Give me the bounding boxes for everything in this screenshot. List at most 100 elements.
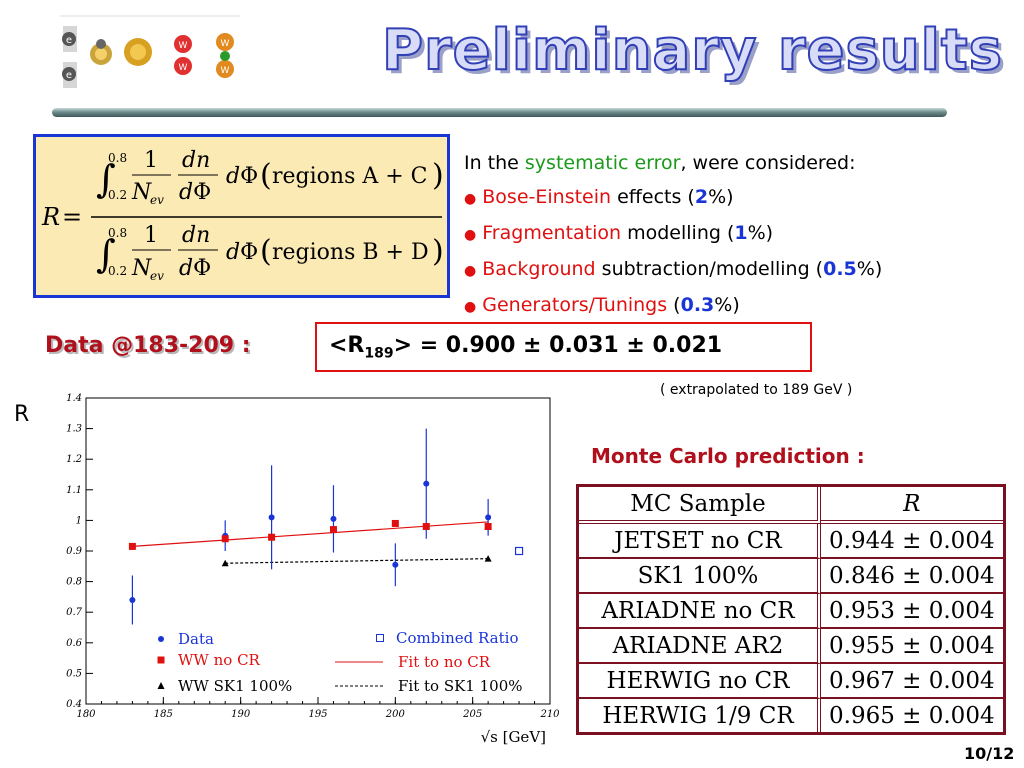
data-point [128,542,136,550]
ratio-formula: R = ∫ 0.8 0.2 1 N ev dn dΦ dΦ ( regions … [33,134,450,298]
svg-text:∫: ∫ [96,232,116,276]
x-axis-label: √s [GeV] [481,728,546,746]
legend-marker [376,634,384,642]
legend-entry: WW SK1 100% [178,677,292,695]
x-tick-label: 190 [231,709,251,720]
legend-marker [158,636,164,642]
data-point [330,515,337,522]
x-tick-label: 185 [154,709,173,720]
legend-entry: Fit to SK1 100% [398,677,523,695]
svg-text:dn: dn [182,223,210,248]
mc-table: MC Sample R JETSET no CR 0.944 ± 0.004 SK… [576,484,1006,735]
svg-text:e: e [66,70,72,81]
svg-text:∫: ∫ [96,157,116,201]
data-point [514,546,524,556]
burst-icon [124,38,152,66]
x-tick-label: 200 [385,709,406,720]
data-point [392,561,399,568]
y-axis-label: R [14,402,30,427]
legend-entry: WW no CR [178,651,261,669]
svg-text:): ) [432,158,444,193]
ww-event-logo: e e W W W W [55,14,240,94]
lower-limit: 0.2 [108,188,127,202]
data-point [129,596,136,603]
table-row: ARIADNE AR2 0.955 ± 0.004 [579,629,1003,664]
list-item: ● Generators/Tunings (0.3%) [464,294,740,316]
x-tick-label: 180 [76,709,96,720]
table-row: SK1 100% 0.846 ± 0.004 [579,559,1003,594]
svg-text:): ) [432,234,444,269]
data-point [268,533,276,541]
systematics-intro: In the systematic error, were considered… [464,152,856,174]
svg-text:dΦ: dΦ [226,240,258,265]
svg-text:dΦ: dΦ [179,256,211,281]
table-row: ARIADNE no CR 0.953 ± 0.004 [579,594,1003,629]
y-tick-label: 1 [76,515,82,526]
bullet-icon: ● [464,263,477,279]
svg-text:(: ( [260,158,272,193]
column-header: MC Sample [579,487,821,524]
upper-limit: 0.8 [108,226,127,240]
data-point [221,559,229,567]
x-tick-label: 205 [462,709,482,720]
legend-entry: Fit to no CR [398,653,491,671]
svg-text:N: N [131,180,152,205]
svg-text:W: W [179,41,188,51]
bullet-icon: ● [464,191,477,207]
systematic-error-term: systematic error [524,152,681,174]
mc-title: Monte Carlo prediction : [591,444,865,468]
w-boson-icon: W W W W [174,33,234,78]
x-tick-label: 195 [308,709,327,720]
data-point [329,526,337,534]
data-point [485,514,492,521]
formula-lhs: R [41,203,60,231]
legend-entry: Data [178,630,214,648]
x-tick-label: 210 [539,709,560,720]
list-item: ● Background subtraction/modelling (0.5%… [464,258,883,280]
result-box: <R189> = 0.900 ± 0.031 ± 0.021 [315,322,812,372]
fit-line [132,521,489,548]
y-tick-label: 0.7 [66,607,83,618]
legend-marker [157,656,165,664]
table-row: HERWIG no CR 0.967 ± 0.004 [579,664,1003,699]
svg-text:W: W [179,63,188,73]
electron-icon: e e [62,26,77,88]
data-point [391,519,399,527]
svg-text:e: e [66,35,72,46]
data-point [423,480,430,487]
svg-text:=: = [62,203,82,231]
data-point [484,555,492,562]
title-divider [52,108,947,117]
svg-text:N: N [131,256,152,281]
svg-text:1: 1 [144,223,158,248]
data-point [268,514,275,521]
y-tick-label: 1.1 [66,485,82,496]
data-point [422,523,430,531]
denominator-region: regions B + D [272,240,429,265]
svg-text:1: 1 [144,148,158,173]
svg-text:dn: dn [182,148,210,173]
data-point [221,535,229,543]
list-item: ● Bose-Einstein effects (2%) [464,186,734,208]
y-tick-label: 1.3 [66,424,82,435]
y-tick-label: 0.4 [66,699,82,710]
lower-limit: 0.2 [108,264,127,278]
svg-text:(: ( [260,234,272,269]
svg-text:dΦ: dΦ [179,180,211,205]
table-row: JETSET no CR 0.944 ± 0.004 [579,524,1003,559]
y-tick-label: 0.5 [66,668,82,679]
upper-limit: 0.8 [108,151,127,165]
y-tick-label: 1.4 [66,393,82,404]
numerator-region: regions A + C [272,164,428,189]
y-tick-label: 0.6 [66,638,83,649]
result-value: <R189> = 0.900 ± 0.031 ± 0.021 [329,333,723,362]
svg-text:ev: ev [150,269,164,283]
extrapolation-note: ( extrapolated to 189 GeV ) [660,382,853,398]
list-item: ● Fragmentation modelling (1%) [464,222,774,244]
data-point [484,523,492,531]
systematics-list: In the systematic error, were considered… [464,146,882,324]
svg-text:W: W [221,66,230,76]
svg-text:dΦ: dΦ [226,164,258,189]
svg-text:ev: ev [150,193,164,207]
page-title: Preliminary results [381,17,1003,84]
